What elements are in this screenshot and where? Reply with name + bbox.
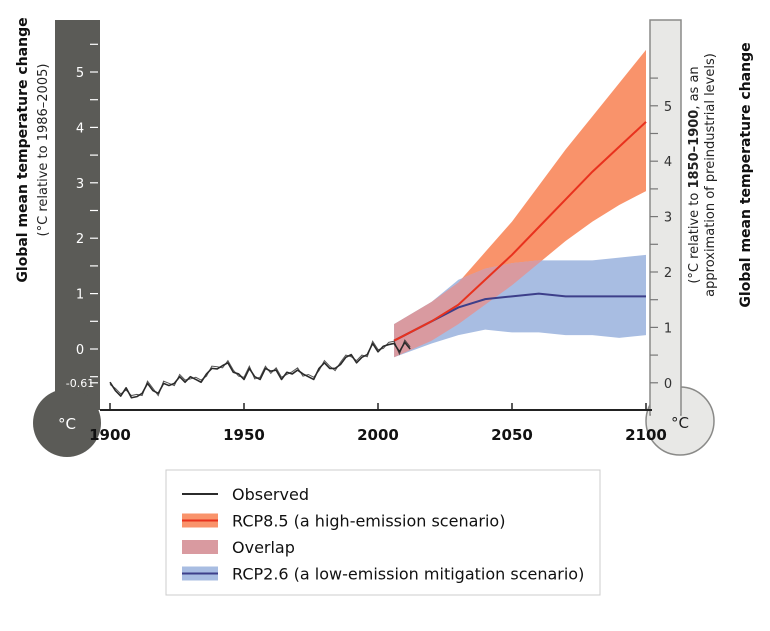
rcp26-line bbox=[393, 292, 646, 342]
observed-line bbox=[109, 341, 411, 399]
right-axis-title: Global mean temperature change bbox=[738, 42, 754, 307]
left-tick-label: 0 bbox=[76, 343, 84, 358]
left-thermometer-tube bbox=[55, 20, 100, 410]
left-thermometer: °C 0 1 2 3 4 5 -0.61 bbox=[33, 20, 101, 457]
right-unit-label: °C bbox=[671, 414, 689, 432]
legend-item: Overlap bbox=[182, 538, 295, 557]
right-tick-label: 5 bbox=[664, 100, 672, 115]
x-tick-label: 2100 bbox=[625, 426, 667, 444]
x-tick-label: 1900 bbox=[89, 426, 131, 444]
left-tick-label: 1 bbox=[76, 288, 84, 303]
right-subtitle-a: (°C relative to bbox=[687, 189, 702, 284]
legend-item: RCP8.5 (a high-emission scenario) bbox=[182, 512, 505, 531]
legend-swatch-band bbox=[182, 540, 218, 554]
right-thermometer-tube bbox=[649, 19, 682, 416]
right-tick-label: 0 bbox=[664, 377, 672, 392]
legend-label: Overlap bbox=[232, 538, 295, 557]
left-axis-title: Global mean temperature change bbox=[15, 17, 31, 282]
legend-item: RCP2.6 (a low-emission mitigation scenar… bbox=[182, 565, 584, 584]
left-extra-label: -0.61 bbox=[66, 377, 94, 390]
legend-label: RCP2.6 (a low-emission mitigation scenar… bbox=[232, 565, 584, 584]
left-tick-label: 3 bbox=[76, 177, 84, 192]
left-tick-label: 5 bbox=[76, 66, 84, 81]
left-tick-label: 2 bbox=[76, 232, 84, 247]
legend-box bbox=[165, 469, 601, 596]
right-subtitle-c: , as an bbox=[687, 66, 702, 109]
x-tick-label: 1950 bbox=[223, 426, 265, 444]
right-tick-label: 4 bbox=[664, 155, 672, 170]
rcp85-line bbox=[393, 121, 647, 342]
left-tick-label: 4 bbox=[76, 121, 84, 136]
x-tick-label: 2050 bbox=[491, 426, 533, 444]
legend-label: Observed bbox=[232, 485, 309, 504]
left-axis-ticks: 0 1 2 3 4 5 bbox=[76, 43, 98, 384]
right-thermometer: °C 0 1 2 3 4 5 bbox=[645, 19, 715, 456]
right-tick-label: 1 bbox=[664, 321, 672, 336]
right-axis-ticks: 0 1 2 3 4 5 bbox=[650, 77, 672, 392]
x-axis: 1900 1950 2000 2050 2100 bbox=[89, 403, 667, 444]
legend-label: RCP8.5 (a high-emission scenario) bbox=[232, 512, 505, 531]
right-tick-label: 3 bbox=[664, 211, 672, 226]
observed-line-alt bbox=[109, 339, 411, 397]
rcp26-band bbox=[394, 254, 646, 358]
right-tick-label: 2 bbox=[664, 266, 672, 281]
left-unit-label: °C bbox=[58, 415, 76, 433]
legend: Observed RCP8.5 (a high-emission scenario… bbox=[165, 469, 601, 596]
left-thermometer-bulb bbox=[33, 389, 101, 457]
right-axis-subtitle-line1: (°C relative to 1850–1900, as an bbox=[687, 66, 702, 283]
x-tick-label: 2000 bbox=[357, 426, 399, 444]
legend-item: Observed bbox=[182, 485, 309, 504]
right-subtitle-b: 1850–1900 bbox=[687, 110, 702, 189]
left-axis-subtitle: (°C relative to 1986–2005) bbox=[36, 64, 51, 237]
right-axis-subtitle-line2: approximation of preindustrial levels) bbox=[703, 53, 718, 297]
plot-area bbox=[109, 49, 647, 399]
